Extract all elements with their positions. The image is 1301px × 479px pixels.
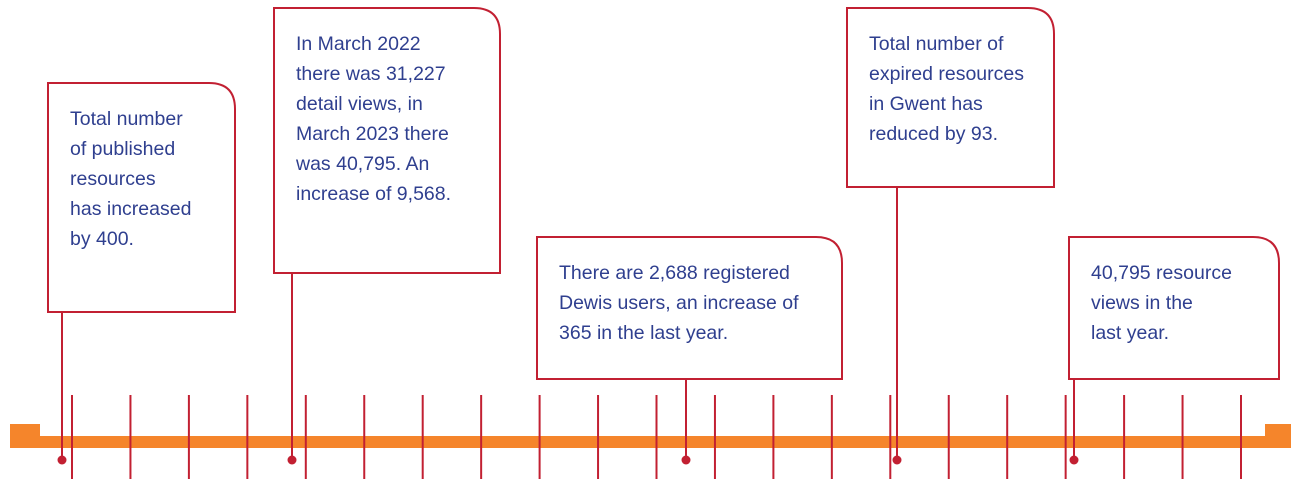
- callout: There are 2,688 registered Dewis users, a…: [536, 236, 843, 465]
- callout-text: was 40,795. An: [295, 153, 429, 175]
- connector-dot: [892, 455, 902, 465]
- callout: In March 2022 there was 31,227 detail view…: [273, 7, 501, 465]
- callout: 40,795 resource views in the last year.: [1068, 236, 1280, 465]
- callout-text: of published: [70, 138, 175, 160]
- callout-text: last year.: [1091, 322, 1169, 344]
- callout-text: views in the: [1091, 292, 1193, 314]
- callout-text: There are 2,688 registered: [559, 262, 790, 284]
- callout-text: has increased: [70, 198, 191, 220]
- callout-text: detail views, in: [296, 93, 423, 115]
- callout-text: reduced by 93.: [869, 123, 998, 145]
- callout-text: in Gwent has: [869, 93, 983, 115]
- callout-text: 365 in the last year.: [559, 322, 728, 344]
- callout-text: Dewis users, an increase of: [559, 292, 799, 314]
- connector-dot: [287, 455, 297, 465]
- bar-end: [10, 424, 40, 448]
- connector-dot: [681, 455, 691, 465]
- callout-text: In March 2022: [296, 33, 421, 55]
- ticks: [71, 395, 1242, 479]
- callout-text: March 2023 there: [296, 123, 449, 145]
- callout-text: Total number: [70, 108, 183, 130]
- bar-end: [1265, 424, 1291, 448]
- callout-box: [536, 236, 843, 380]
- callout-box: [846, 7, 1055, 188]
- callouts: Total number of published resources has inc…: [47, 7, 1280, 465]
- callout-text: there was 31,227: [296, 63, 446, 85]
- callout: Total number of expired resources in Gwent…: [846, 7, 1055, 465]
- callout-text: resources: [70, 168, 156, 190]
- callout-text: increase of 9,568.: [296, 183, 451, 205]
- callout-text: Total number of: [869, 33, 1004, 55]
- callout-box: [273, 7, 501, 274]
- connector-dot: [1069, 455, 1079, 465]
- timeline-bar: [10, 436, 1291, 448]
- connector-dot: [57, 455, 67, 465]
- callout: Total number of published resources has inc…: [47, 82, 236, 465]
- callout-box: [47, 82, 236, 313]
- callout-text: expired resources: [869, 63, 1024, 85]
- callout-box: [1068, 236, 1280, 380]
- callout-text: 40,795 resource: [1091, 262, 1232, 284]
- callout-text: by 400.: [70, 228, 134, 250]
